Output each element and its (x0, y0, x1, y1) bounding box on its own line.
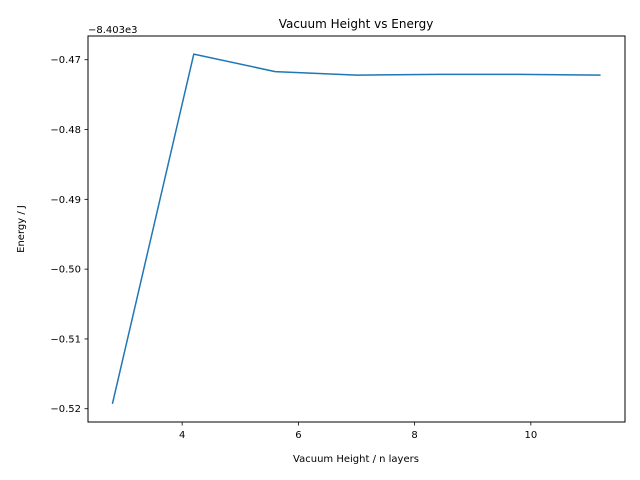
y-tick-label: −0.48 (50, 125, 81, 136)
y-tick-label: −0.52 (50, 404, 81, 415)
y-tick-label: −0.49 (50, 195, 81, 206)
y-tick-label: −0.50 (50, 265, 81, 276)
y-tick-label: −0.51 (50, 334, 81, 345)
chart-title: Vacuum Height vs Energy (279, 17, 434, 31)
axis-ticks: 4 6 8 10 −0.52 −0.51 −0.50 −0.49 −0.48 −0.47 (50, 55, 537, 441)
plot-area (111, 53, 601, 405)
plot-frame (87, 35, 626, 423)
x-tick-label: 10 (524, 430, 537, 441)
series-line (111, 53, 601, 405)
x-tick-label: 8 (411, 430, 417, 441)
y-tick-label: −0.47 (50, 55, 81, 66)
y-axis-label: Energy / J (16, 205, 27, 253)
x-tick-label: 6 (295, 430, 301, 441)
y-offset-text: −8.403e3 (88, 25, 138, 36)
x-axis-label: Vacuum Height / n layers (293, 454, 419, 465)
x-tick-label: 4 (179, 430, 185, 441)
